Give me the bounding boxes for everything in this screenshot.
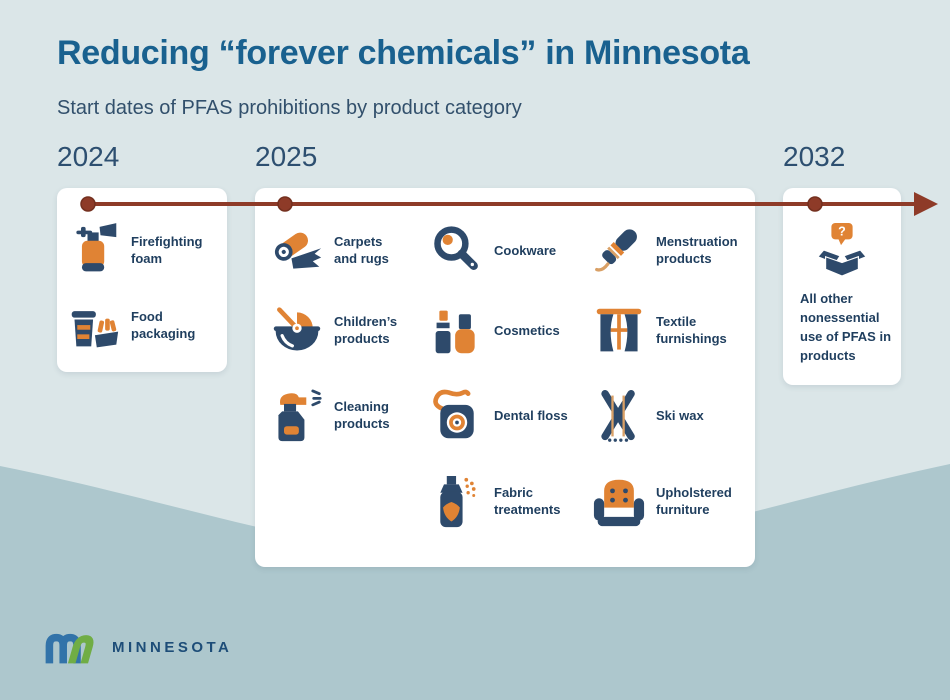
item-label: Cosmetics — [494, 322, 560, 338]
spray-bottle-icon — [278, 389, 322, 442]
item-label: Food packaging — [131, 309, 196, 341]
list-item: Ski wax — [593, 388, 751, 444]
item-label: Firefighting foam — [131, 234, 203, 266]
dental-floss-icon — [433, 389, 474, 439]
item-label: Fabric treatments — [494, 485, 561, 517]
timeline-arrow-icon — [914, 192, 938, 216]
list-item: Carpets and rugs — [271, 223, 398, 279]
item-label: Children’s products — [334, 314, 398, 346]
item-label: Ski wax — [656, 407, 704, 423]
list-item: Fabric treatments — [431, 474, 572, 530]
list-item: Menstruation products — [593, 223, 752, 279]
year-label-2032: 2032 — [783, 141, 846, 172]
list-item: Cleaning products — [271, 388, 398, 444]
list-item: Firefighting foam — [68, 223, 219, 279]
year-label-2024: 2024 — [57, 141, 120, 172]
frying-pan-icon — [434, 226, 478, 271]
lipstick-icon — [435, 310, 475, 354]
item-label: All other nonessential use of PFAS in pr… — [800, 291, 892, 363]
carpet-roll-icon — [274, 232, 322, 269]
fire-extinguisher-icon — [76, 223, 117, 272]
list-item: Dental floss — [431, 388, 589, 444]
baby-cradle-icon — [273, 307, 321, 351]
list-item: Children’s products — [271, 303, 412, 359]
fabric-spray-icon — [440, 476, 476, 528]
question-box-icon: ? — [816, 223, 868, 277]
mn-logo-icon — [45, 633, 94, 664]
curtains-icon — [596, 308, 642, 352]
list-item: Upholstered furniture — [593, 474, 744, 530]
item-label: Carpets and rugs — [334, 234, 389, 266]
tampon-icon — [595, 229, 637, 272]
minnesota-logo: MINNESOTA — [45, 629, 232, 665]
card-2025: Carpets and rugs Children’s products Cle… — [255, 188, 755, 567]
skis-icon — [601, 390, 635, 442]
list-item: Cookware — [431, 223, 589, 279]
list-item: Cosmetics — [431, 303, 589, 359]
armchair-icon — [593, 479, 645, 527]
card-2024: Firefighting foam Food packaging — [57, 188, 227, 372]
food-packaging-icon — [71, 311, 119, 348]
list-item: Textile furnishings — [593, 303, 738, 359]
item-label: Cookware — [494, 242, 557, 258]
year-label-2025: 2025 — [255, 141, 318, 172]
state-name-label: MINNESOTA — [112, 638, 233, 656]
item-label: Menstruation products — [656, 234, 738, 266]
page-title: Reducing “forever chemicals” in Minnesot… — [57, 34, 750, 72]
item-label: Textile furnishings — [656, 314, 727, 346]
item-label: Cleaning products — [334, 399, 390, 431]
item-label: Upholstered furniture — [656, 485, 732, 517]
list-item: Food packaging — [68, 298, 205, 354]
page-subtitle: Start dates of PFAS prohibitions by prod… — [57, 97, 522, 119]
card-2032: ? All other nonessential use of PFAS in … — [783, 188, 901, 385]
question-mark: ? — [838, 225, 846, 239]
item-label: Dental floss — [494, 407, 568, 423]
